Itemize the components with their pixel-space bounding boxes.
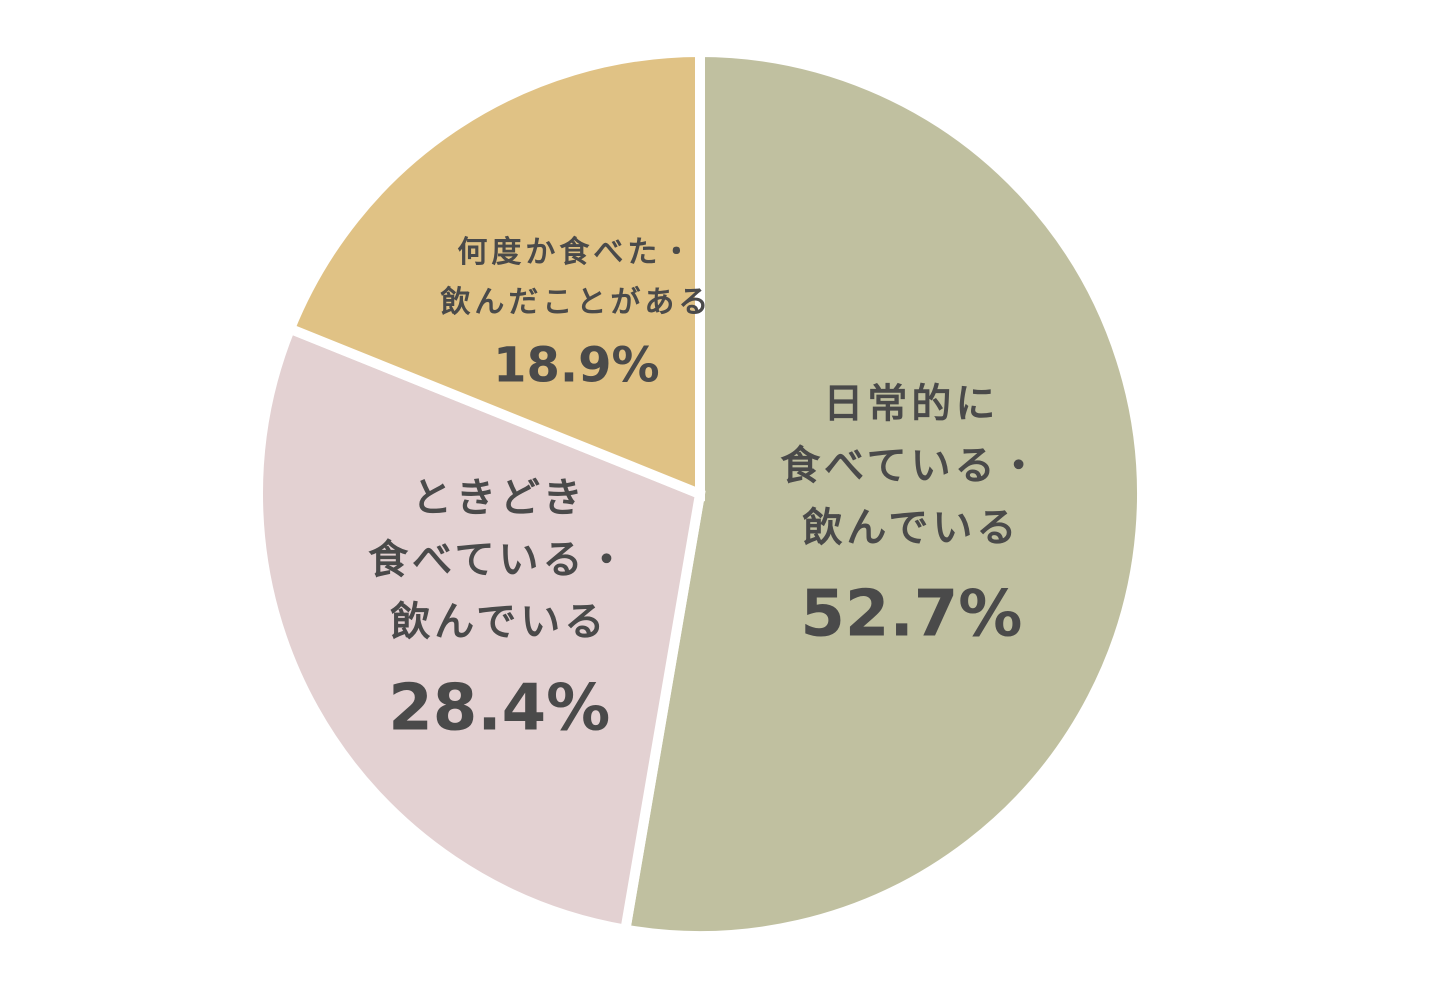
value-label: 18.9% [493, 337, 660, 393]
slice-label: 飲んでいる [802, 505, 1020, 551]
value-label: 52.7% [800, 578, 1022, 652]
slice-label: 食べている・ [780, 443, 1042, 489]
slice-label: 日常的に [823, 381, 999, 427]
pie-slice [619, 46, 1147, 941]
pie-slice [253, 322, 706, 936]
value-label: 28.4% [388, 672, 610, 746]
pie-slice [283, 46, 705, 502]
slice-label: 飲んだことがある [440, 285, 712, 320]
slice-label: ときどき [412, 475, 587, 521]
slice-label: 食べている・ [368, 537, 630, 583]
slice-label: 飲んでいる [390, 599, 608, 645]
slice-label: 何度か食べた・ [457, 235, 695, 270]
